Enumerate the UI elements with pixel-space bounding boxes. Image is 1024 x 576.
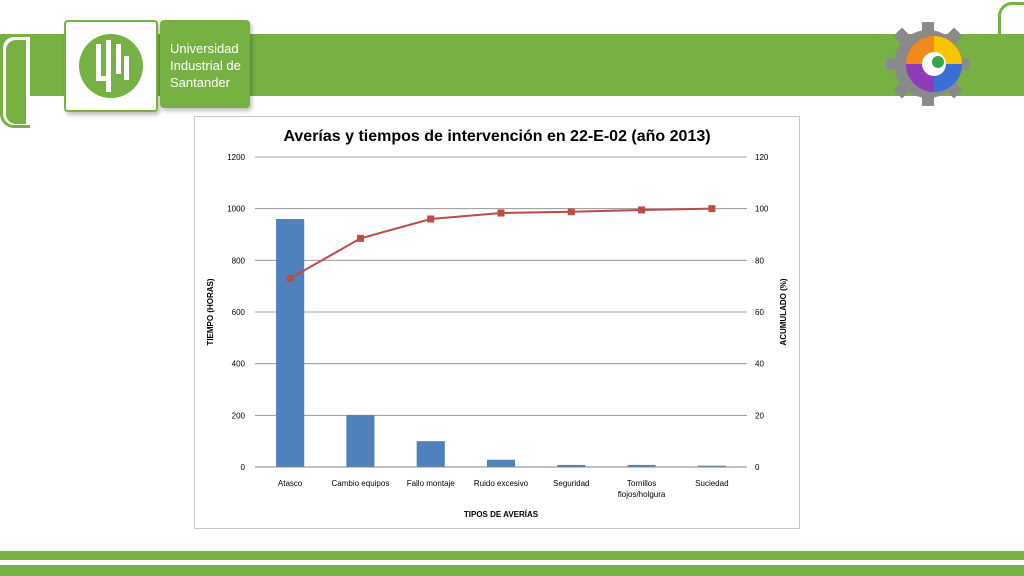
y-tick-label: 0 — [241, 463, 246, 472]
y-tick-label: 400 — [232, 360, 246, 369]
y2-axis-title: ACUMULADO (%) — [779, 278, 788, 345]
bar-4 — [486, 459, 516, 467]
y-tick-label: 600 — [232, 308, 246, 317]
y-tick-label: 200 — [232, 411, 246, 420]
university-name-box: Universidad Industrial de Santander — [160, 20, 250, 108]
footer-bar-top — [0, 551, 1024, 560]
y2-axis-ticks: 0 20 40 60 80 100 120 — [755, 153, 769, 472]
x-tick-label: Seguridad — [553, 479, 589, 488]
cumulative-line — [286, 205, 716, 282]
y-axis-ticks: 0 200 400 600 800 1000 1200 — [227, 153, 245, 472]
chart-frame: Averías y tiempos de intervención en 22-… — [194, 116, 800, 529]
university-name-line-1: Universidad — [170, 41, 239, 56]
bar-6 — [627, 464, 656, 467]
cumulative-point-7 — [708, 205, 716, 213]
y-axis-title: TIEMPO (HORAS) — [206, 278, 215, 345]
gear-logo-icon — [886, 22, 970, 106]
y2-tick-label: 40 — [755, 360, 764, 369]
y-tick-label: 1000 — [227, 205, 245, 214]
x-axis-labels: Atasco Cambio equipos Fallo montaje Ruido e… — [278, 479, 729, 499]
uis-logo-mark: UIS — [79, 34, 143, 109]
y2-tick-label: 80 — [755, 256, 764, 265]
x-axis-title: TIPOS DE AVERÍAS — [464, 510, 539, 519]
x-tick-label: Atasco — [278, 479, 303, 488]
uis-logo: UIS — [64, 20, 158, 112]
banner-curl-left-fill — [6, 40, 26, 124]
bar-7 — [697, 465, 726, 467]
x-tick-label: Tornillos flojos/holgura — [618, 479, 666, 499]
bar-5 — [557, 464, 586, 467]
x-tick-label: Ruido excesivo — [474, 479, 529, 488]
bars — [276, 219, 726, 467]
x-tick-label: Suciedad — [695, 479, 728, 488]
y2-tick-label: 0 — [755, 463, 760, 472]
bar-2 — [346, 415, 375, 467]
bar-3 — [416, 441, 445, 467]
x-tick-label: Cambio equipos — [332, 479, 390, 488]
y2-tick-label: 20 — [755, 411, 764, 420]
y2-tick-label: 60 — [755, 308, 764, 317]
chart-title: Averías y tiempos de intervención en 22-… — [283, 128, 710, 145]
svg-text:UIS: UIS — [111, 107, 113, 109]
university-name-line-2: Industrial de — [170, 58, 241, 73]
y2-tick-label: 100 — [755, 205, 769, 214]
bar-1 — [276, 219, 305, 467]
cumulative-point-4 — [497, 209, 505, 217]
cumulative-point-5 — [567, 208, 575, 216]
pareto-chart: Averías y tiempos de intervención en 22-… — [206, 128, 788, 519]
y-tick-label: 1200 — [227, 153, 245, 162]
gridlines — [255, 156, 747, 416]
cumulative-point-6 — [638, 206, 646, 214]
cumulative-line-path — [289, 207, 712, 280]
footer-bar-bottom — [0, 565, 1024, 576]
cumulative-point-3 — [427, 215, 435, 223]
cumulative-point-1 — [286, 274, 294, 282]
y2-tick-label: 120 — [755, 153, 769, 162]
university-name-line-3: Santander — [170, 75, 230, 90]
x-tick-label: Fallo montaje — [407, 479, 456, 488]
y-tick-label: 800 — [232, 256, 246, 265]
cumulative-point-2 — [356, 234, 364, 242]
